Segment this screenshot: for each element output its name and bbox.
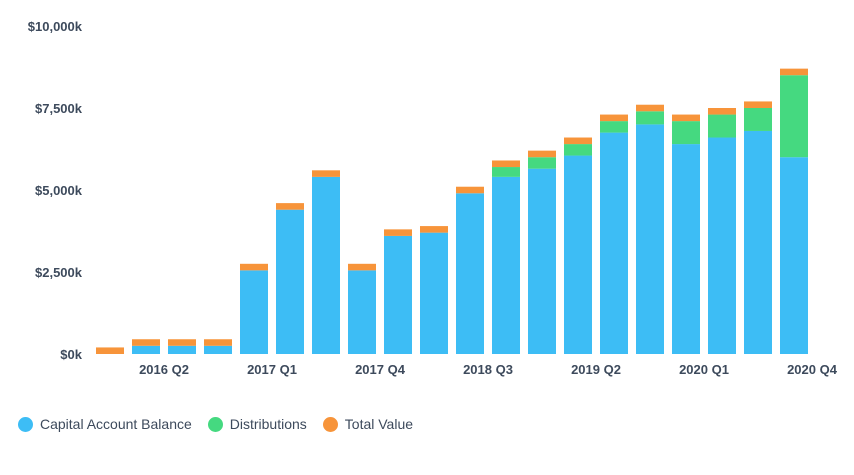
bar-total-value-2016-q2[interactable] bbox=[132, 339, 160, 346]
bar-total-value-2020-q1[interactable] bbox=[672, 114, 700, 122]
legend-item-distributions[interactable]: Distributions bbox=[207, 416, 307, 432]
bar-capital-account-balance-2018-q2[interactable] bbox=[420, 232, 448, 354]
bar-distributions-2020-q1[interactable] bbox=[672, 121, 700, 145]
bar-capital-account-balance-2016-q4[interactable] bbox=[204, 345, 232, 354]
legend-label: Distributions bbox=[229, 416, 307, 432]
bar-capital-account-balance-2016-q2[interactable] bbox=[132, 345, 160, 354]
bar-total-value-2017-q3[interactable] bbox=[312, 170, 340, 177]
bar-total-value-2019-q4[interactable] bbox=[636, 104, 664, 112]
bar-total-value-2019-q2[interactable] bbox=[564, 137, 592, 145]
bar-capital-account-balance-2017-q2[interactable] bbox=[276, 209, 304, 354]
bar-capital-account-balance-2020-q1[interactable] bbox=[672, 144, 700, 354]
bar-capital-account-balance-2019-q2[interactable] bbox=[564, 155, 592, 354]
bar-total-value-2019-q1[interactable] bbox=[528, 150, 556, 158]
bar-total-value-2020-q2[interactable] bbox=[708, 108, 736, 115]
bar-distributions-2020-q4[interactable] bbox=[780, 75, 808, 158]
bar-distributions-2020-q3[interactable] bbox=[744, 108, 772, 131]
x-tick-label: 2017 Q4 bbox=[355, 362, 406, 377]
y-tick-label: $5,000k bbox=[35, 183, 83, 198]
bar-total-value-2017-q2[interactable] bbox=[276, 203, 304, 210]
bar-total-value-2018-q4[interactable] bbox=[492, 160, 520, 168]
bar-capital-account-balance-2020-q4[interactable] bbox=[780, 157, 808, 354]
x-tick-label: 2018 Q3 bbox=[463, 362, 513, 377]
legend-item-capital-account-balance[interactable]: Capital Account Balance bbox=[18, 416, 192, 432]
x-tick-label: 2016 Q2 bbox=[139, 362, 189, 377]
bar-total-value-2020-q3[interactable] bbox=[744, 101, 772, 108]
y-tick-label: $7,500k bbox=[35, 101, 83, 116]
y-axis: $0k $2,500k $5,000k $7,500k $10,000k bbox=[28, 19, 83, 362]
bar-total-value-2018-q1[interactable] bbox=[384, 229, 412, 236]
bar-total-value-2017-q1[interactable] bbox=[240, 263, 268, 271]
y-tick-label: $2,500k bbox=[35, 265, 83, 280]
legend-label: Capital Account Balance bbox=[40, 416, 192, 432]
bar-total-value-2020-q4[interactable] bbox=[780, 68, 808, 76]
y-tick-label: $0k bbox=[60, 347, 82, 362]
chart-legend: Capital Account Balance Distributions To… bbox=[18, 416, 429, 432]
stacked-bar-chart: $0k $2,500k $5,000k $7,500k $10,000k 2016 Q2… bbox=[28, 19, 838, 377]
bar-capital-account-balance-2020-q3[interactable] bbox=[744, 130, 772, 354]
legend-item-total-value[interactable]: Total Value bbox=[322, 416, 414, 432]
bar-distributions-2019-q3[interactable] bbox=[600, 121, 628, 133]
x-tick-label: 2020 Q1 bbox=[679, 362, 729, 377]
bar-capital-account-balance-2019-q4[interactable] bbox=[636, 124, 664, 355]
bar-capital-account-balance-2017-q3[interactable] bbox=[312, 176, 340, 354]
x-tick-label: 2017 Q1 bbox=[247, 362, 297, 377]
bar-total-value-2018-q2[interactable] bbox=[420, 226, 448, 233]
legend-label: Total Value bbox=[344, 416, 414, 432]
bar-total-value-2019-q3[interactable] bbox=[600, 114, 628, 122]
x-tick-label: 2020 Q4 bbox=[787, 362, 838, 377]
bar-total-value-2017-q4[interactable] bbox=[348, 263, 376, 271]
x-tick-label: 2019 Q2 bbox=[571, 362, 621, 377]
bar-distributions-2019-q4[interactable] bbox=[636, 111, 664, 125]
bar-capital-account-balance-2019-q1[interactable] bbox=[528, 168, 556, 354]
bar-total-value-2016-q3[interactable] bbox=[168, 339, 196, 346]
bar-capital-account-balance-2016-q3[interactable] bbox=[168, 345, 196, 354]
bar-total-value-2016-q4[interactable] bbox=[204, 339, 232, 346]
bar-capital-account-balance-2018-q4[interactable] bbox=[492, 176, 520, 354]
bar-capital-account-balance-2018-q1[interactable] bbox=[384, 235, 412, 354]
bar-distributions-2020-q2[interactable] bbox=[708, 114, 736, 138]
bar-capital-account-balance-2018-q3[interactable] bbox=[456, 193, 484, 354]
bar-distributions-2019-q1[interactable] bbox=[528, 157, 556, 169]
legend-swatch-capital-account-balance bbox=[18, 416, 33, 432]
legend-swatch-total-value bbox=[322, 416, 338, 432]
bar-capital-account-balance-2019-q3[interactable] bbox=[600, 132, 628, 354]
bar-total-value-2018-q3[interactable] bbox=[456, 186, 484, 194]
bar-capital-account-balance-2020-q2[interactable] bbox=[708, 137, 736, 354]
x-axis: 2016 Q2 2017 Q1 2017 Q4 2018 Q3 2019 Q2 2020 … bbox=[139, 362, 838, 377]
bar-area bbox=[96, 68, 808, 355]
legend-swatch-distributions bbox=[207, 416, 223, 432]
bar-distributions-2018-q4[interactable] bbox=[492, 167, 520, 177]
bar-capital-account-balance-2017-q4[interactable] bbox=[348, 270, 376, 354]
bar-distributions-2019-q2[interactable] bbox=[564, 144, 592, 156]
bar-capital-account-balance-2017-q1[interactable] bbox=[240, 270, 268, 354]
y-tick-label: $10,000k bbox=[28, 19, 83, 34]
bar-total-value-2016-q1[interactable] bbox=[96, 347, 124, 354]
